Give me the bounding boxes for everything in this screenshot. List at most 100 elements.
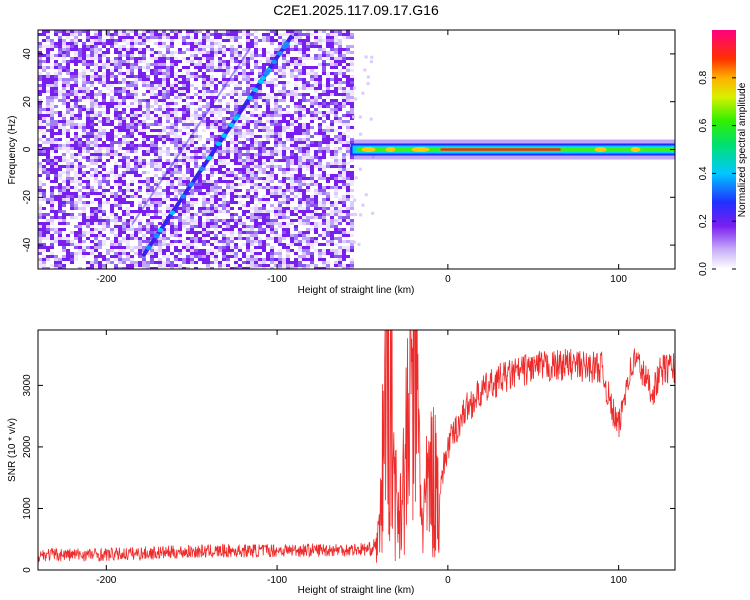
spectrogram-noise-cell bbox=[158, 30, 162, 33]
spectrogram-noise-cell bbox=[246, 237, 250, 240]
spectrogram-noise-cell bbox=[146, 123, 150, 126]
spectrogram-noise-cell bbox=[74, 48, 78, 51]
spectrogram-noise-cell bbox=[62, 156, 66, 159]
spectrogram-noise-cell bbox=[206, 222, 210, 225]
spectrogram-noise-cell bbox=[286, 222, 290, 225]
spectrogram-noise-cell bbox=[74, 90, 78, 93]
spectrogram-noise-cell bbox=[310, 69, 314, 72]
spectrogram-noise-cell bbox=[86, 150, 90, 153]
spectrogram-noise-cell bbox=[326, 102, 330, 105]
spectrogram-noise-cell bbox=[162, 84, 166, 87]
spectrogram-noise-cell bbox=[186, 72, 190, 75]
spectrogram-noise-cell bbox=[302, 129, 306, 132]
spectrogram-noise-cell bbox=[278, 45, 282, 48]
spectrogram-noise-cell bbox=[274, 159, 278, 162]
spectrogram-noise-cell bbox=[202, 87, 206, 90]
spectrogram-noise-cell bbox=[150, 261, 154, 264]
spectrogram-noise-cell bbox=[154, 69, 158, 72]
spectrogram-noise-cell bbox=[86, 267, 90, 269]
spectrogram-noise-cell bbox=[326, 213, 330, 216]
spectrogram-noise-cell bbox=[306, 30, 310, 33]
spectrogram-noise-cell bbox=[218, 45, 222, 48]
spectrogram-noise-cell bbox=[114, 216, 118, 219]
spectrogram-noise-cell bbox=[150, 177, 154, 180]
spectrogram-noise-cell bbox=[266, 84, 270, 87]
spectrogram-noise-cell bbox=[234, 150, 238, 153]
spectrogram-noise-cell bbox=[158, 69, 162, 72]
spectrogram-noise-cell bbox=[218, 147, 222, 150]
spectrogram-noise-cell bbox=[146, 222, 150, 225]
spectrogram-noise-cell bbox=[258, 186, 262, 189]
spectrogram-noise-cell bbox=[306, 231, 310, 234]
spectrogram-noise-cell bbox=[158, 66, 162, 69]
spectrogram-noise-cell bbox=[262, 111, 266, 114]
spectrogram-noise-cell bbox=[94, 57, 98, 60]
spectrogram-noise-cell bbox=[130, 54, 134, 57]
spectrogram-noise-cell bbox=[218, 171, 222, 174]
spectrogram-noise-cell bbox=[90, 36, 94, 39]
spectrogram-noise-cell bbox=[118, 186, 122, 189]
spectrogram-noise-cell bbox=[230, 117, 234, 120]
spectrogram-noise-cell bbox=[322, 216, 326, 219]
spectrogram-noise-cell bbox=[254, 48, 258, 51]
spectrogram-noise-cell bbox=[94, 54, 98, 57]
spectrogram-noise-cell bbox=[350, 63, 354, 66]
snr-ytick-label: 0 bbox=[22, 567, 33, 573]
spectrogram-noise-cell bbox=[194, 75, 198, 78]
spectrogram-noise-cell bbox=[170, 123, 174, 126]
spectrogram-noise-cell bbox=[274, 192, 278, 195]
spectrogram-noise-cell bbox=[254, 231, 258, 234]
spectrogram-noise-cell bbox=[110, 195, 114, 198]
spectrogram-noise-cell bbox=[310, 216, 314, 219]
spectrogram-noise-cell bbox=[62, 240, 66, 243]
spectrogram-noise-cell bbox=[126, 222, 130, 225]
colorbar-tick-label: 0.0 bbox=[698, 262, 709, 276]
spectrogram-noise-cell bbox=[234, 72, 238, 75]
spectrogram-noise-cell bbox=[74, 81, 78, 84]
spectrogram-noise-cell bbox=[334, 180, 338, 183]
spectrogram-noise-cell bbox=[62, 189, 66, 192]
spectrogram-noise-cell bbox=[134, 123, 138, 126]
spectrogram-noise-cell bbox=[106, 138, 110, 141]
spectrogram-noise-cell bbox=[118, 216, 122, 219]
spectrogram-noise-cell bbox=[202, 96, 206, 99]
spectrogram-noise-cell bbox=[178, 138, 182, 141]
spectrogram-noise-cell bbox=[130, 237, 134, 240]
spectrogram-noise-cell bbox=[110, 153, 114, 156]
spectrogram-noise-cell bbox=[286, 216, 290, 219]
spectrogram-noise-cell bbox=[210, 126, 214, 129]
spectrogram-noise-cell bbox=[294, 240, 298, 243]
spectrogram-noise-cell bbox=[350, 36, 354, 39]
spectrogram-noise-cell bbox=[218, 267, 222, 269]
spectrogram-noise-cell bbox=[334, 30, 338, 33]
spectrogram-noise-cell bbox=[158, 117, 162, 120]
spectrogram-noise-cell bbox=[334, 186, 338, 189]
spectrogram-noise-cell bbox=[170, 240, 174, 243]
spectrogram-noise-cell bbox=[102, 111, 106, 114]
spectrogram-noise-cell bbox=[38, 180, 42, 183]
spectrogram-noise-cell bbox=[94, 234, 98, 237]
spectrogram-noise-cell bbox=[290, 33, 294, 36]
spectrogram-noise-cell bbox=[150, 267, 154, 269]
spectrogram-noise-cell bbox=[170, 99, 174, 102]
spectrogram-noise-cell bbox=[338, 180, 342, 183]
spectrogram-noise-cell bbox=[174, 108, 178, 111]
spectrogram-noise-cell bbox=[134, 147, 138, 150]
spectrogram-noise-cell bbox=[322, 102, 326, 105]
spectrogram-noise-cell bbox=[130, 114, 134, 117]
spectrogram-noise-cell bbox=[238, 72, 242, 75]
spectrogram-noise-cell bbox=[338, 213, 342, 216]
spectrogram-noise-cell bbox=[361, 203, 365, 207]
spectrogram-noise-cell bbox=[146, 102, 150, 105]
spectrogram-noise-cell bbox=[282, 72, 286, 75]
spectrogram-noise-cell bbox=[290, 198, 294, 201]
spectrogram-noise-cell bbox=[158, 60, 162, 63]
spectrogram-noise-cell bbox=[194, 78, 198, 81]
spectrogram-noise-cell bbox=[274, 123, 278, 126]
spectrogram-noise-cell bbox=[46, 33, 50, 36]
spectrogram-noise-cell bbox=[258, 165, 262, 168]
spectrogram-noise-cell bbox=[74, 153, 78, 156]
spectrogram-noise-cell bbox=[158, 36, 162, 39]
spectrogram-noise-cell bbox=[54, 267, 58, 269]
spectrogram-noise-cell bbox=[54, 60, 58, 63]
